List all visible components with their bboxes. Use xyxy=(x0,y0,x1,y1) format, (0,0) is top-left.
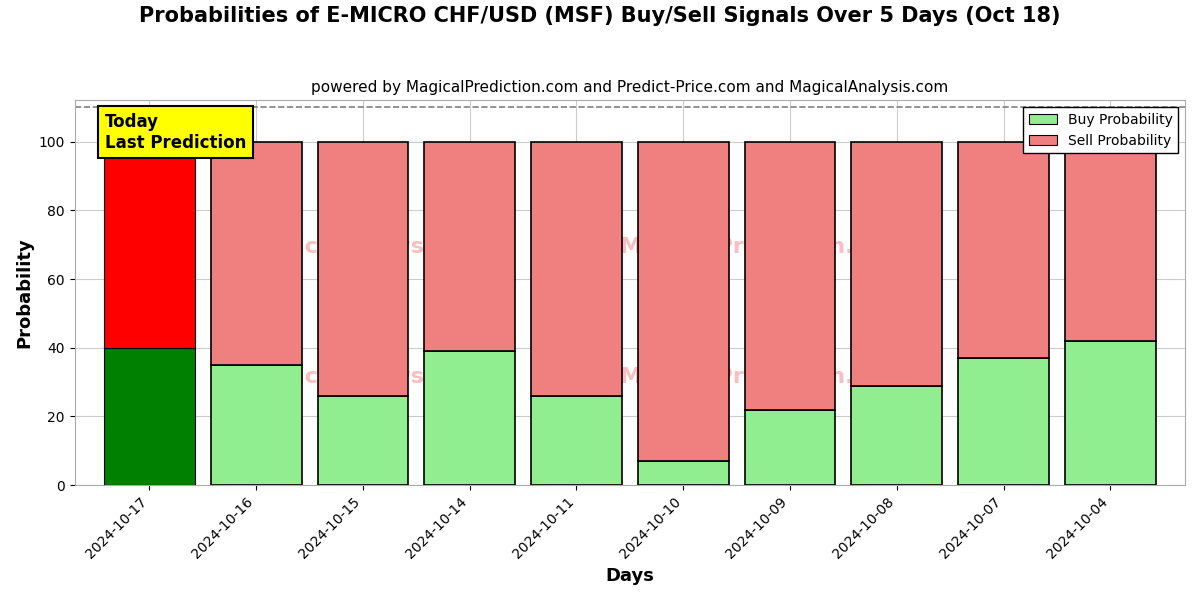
Bar xyxy=(318,396,408,485)
Title: powered by MagicalPrediction.com and Predict-Price.com and MagicalAnalysis.com: powered by MagicalPrediction.com and Pre… xyxy=(311,80,948,95)
Text: Probabilities of E-MICRO CHF/USD (MSF) Buy/Sell Signals Over 5 Days (Oct 18): Probabilities of E-MICRO CHF/USD (MSF) B… xyxy=(139,6,1061,26)
Bar xyxy=(211,365,301,485)
Bar xyxy=(211,142,301,365)
Bar xyxy=(851,386,942,485)
Text: MagicalAnalysis.com: MagicalAnalysis.com xyxy=(244,236,505,257)
Text: MagicalPrediction.com: MagicalPrediction.com xyxy=(620,367,906,388)
X-axis label: Days: Days xyxy=(605,567,654,585)
Bar xyxy=(104,348,194,485)
Bar xyxy=(638,142,728,461)
Bar xyxy=(744,142,835,410)
Bar xyxy=(318,142,408,396)
Y-axis label: Probability: Probability xyxy=(16,238,34,348)
Text: MagicalAnalysis.com: MagicalAnalysis.com xyxy=(244,367,505,388)
Bar xyxy=(425,351,515,485)
Bar xyxy=(1064,142,1156,341)
Bar xyxy=(1064,341,1156,485)
Bar xyxy=(958,358,1049,485)
Bar xyxy=(851,142,942,386)
Legend: Buy Probability, Sell Probability: Buy Probability, Sell Probability xyxy=(1024,107,1178,154)
Bar xyxy=(958,142,1049,358)
Bar xyxy=(532,142,622,396)
Text: Today
Last Prediction: Today Last Prediction xyxy=(104,113,246,152)
Text: MagicalPrediction.com: MagicalPrediction.com xyxy=(620,236,906,257)
Bar xyxy=(638,461,728,485)
Bar xyxy=(104,142,194,348)
Bar xyxy=(425,142,515,351)
Bar xyxy=(744,410,835,485)
Bar xyxy=(532,396,622,485)
